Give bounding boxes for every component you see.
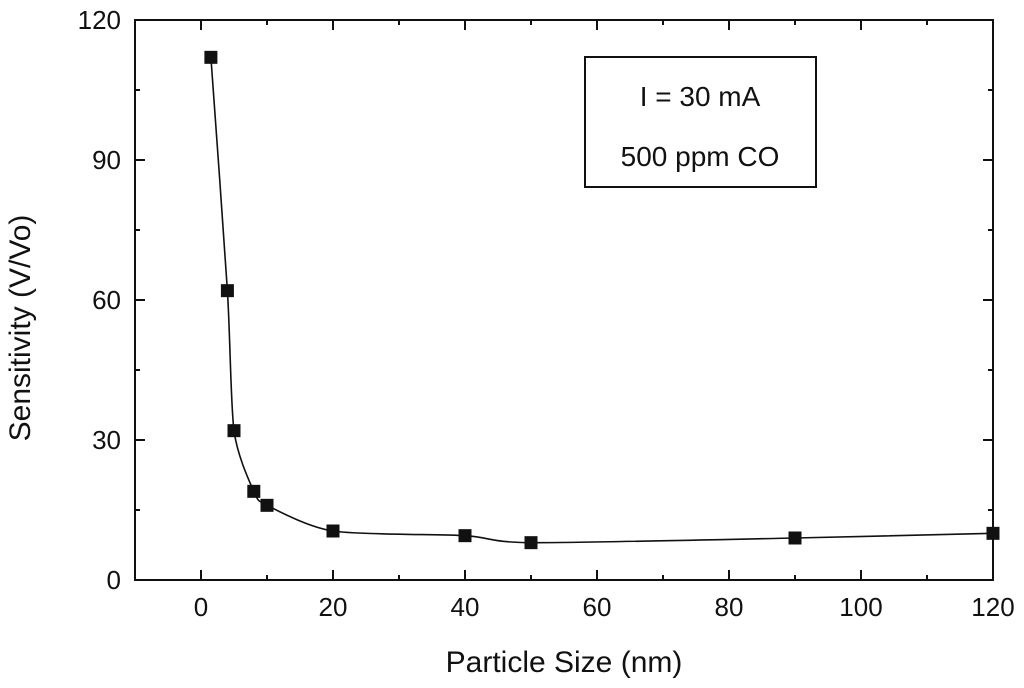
annotation-current: I = 30 mA (640, 81, 761, 112)
x-tick-label: 20 (319, 592, 348, 622)
data-point (204, 50, 218, 64)
data-point (788, 531, 802, 545)
x-tick-label: 100 (839, 592, 882, 622)
x-tick-label: 60 (583, 592, 612, 622)
data-point (458, 529, 472, 543)
plot-frame (134, 19, 994, 581)
annotation-frame (584, 56, 817, 188)
x-tick-label: 120 (971, 592, 1014, 622)
annotation-box: I = 30 mA 500 ppm CO (584, 56, 817, 188)
data-point (524, 536, 538, 550)
axis-ticks (134, 19, 994, 581)
annotation-gas: 500 ppm CO (621, 141, 780, 172)
tick-labels: 0 20 40 60 80 100 120 0 30 60 90 120 (78, 5, 1015, 622)
x-tick-label: 80 (715, 592, 744, 622)
data-point (986, 526, 1000, 540)
y-tick-label: 120 (78, 5, 121, 35)
y-axis-title: Sensitivity (V/Vo) (4, 215, 37, 442)
data-point (260, 498, 274, 512)
data-point (220, 284, 234, 298)
y-tick-label: 90 (92, 145, 121, 175)
x-tick-label: 40 (451, 592, 480, 622)
x-tick-label: 0 (194, 592, 208, 622)
data-point (326, 524, 340, 538)
y-tick-label: 60 (92, 285, 121, 315)
y-tick-label: 30 (92, 425, 121, 455)
y-tick-label: 0 (107, 565, 121, 595)
data-point (247, 484, 261, 498)
data-markers (204, 50, 1000, 550)
data-point (227, 424, 241, 438)
x-axis-title: Particle Size (nm) (446, 646, 683, 679)
